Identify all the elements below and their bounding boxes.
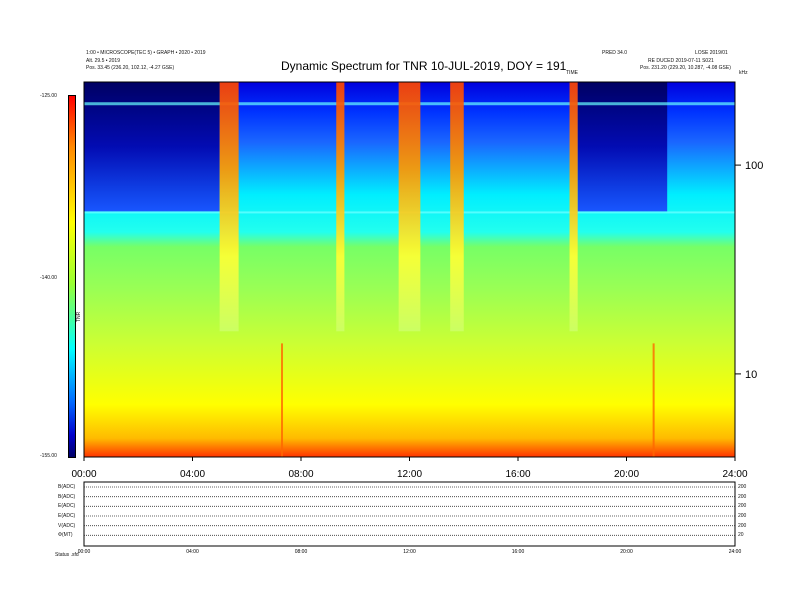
- header-left-line1: 1:00 • MICROSCOPE(TEC 5) • GRAPH • 2020 …: [86, 50, 206, 56]
- marker-top-label: TIME: [566, 70, 578, 76]
- burst-1: [336, 82, 345, 332]
- quiet-interval-0: [84, 82, 220, 212]
- panel-scale-2: 200: [738, 503, 747, 510]
- spike-0: [281, 343, 284, 457]
- colorbar: [68, 95, 76, 458]
- panel-footer: Status .sfd: [55, 552, 79, 558]
- x-tick-label-2: 08:00: [288, 469, 313, 480]
- panel-scale-4: 200: [738, 522, 747, 529]
- burst-2: [398, 82, 421, 332]
- panel-label-3: E(ADC): [58, 513, 76, 519]
- colorbar-tick-top: -125.00: [40, 93, 57, 99]
- panel-scale-3: 200: [738, 513, 747, 519]
- right-axis-unit: kHz: [739, 70, 748, 76]
- burst-0: [219, 82, 239, 332]
- burst-4: [569, 82, 578, 332]
- header-right-line2: RE DUCED 2019-07-11 S021: [648, 58, 714, 64]
- chart-title: Dynamic Spectrum for TNR 10-JUL-2019, DO…: [281, 59, 567, 73]
- panel-time-tick-6: 24:00: [729, 549, 742, 555]
- colorbar-tick-mid: -140.00: [40, 275, 57, 281]
- spike-1: [652, 343, 655, 457]
- y-tick-label-1: 10: [745, 369, 757, 381]
- panel-label-0: B(ADC): [58, 484, 76, 490]
- x-tick-label-4: 16:00: [505, 469, 530, 480]
- x-tick-label-0: 00:00: [71, 469, 96, 480]
- x-tick-label-3: 12:00: [397, 469, 422, 480]
- panel-label-4: V(ADC): [58, 522, 76, 529]
- header-right-line1a: PRED 34.0: [602, 50, 628, 56]
- panel-time-tick-0: 00:00: [78, 549, 91, 555]
- colorbar-tick-bottom: -155.00: [40, 453, 57, 459]
- x-tick-label-5: 20:00: [614, 469, 639, 480]
- panel-time-tick-2: 08:00: [295, 549, 308, 555]
- x-tick-label-1: 04:00: [180, 469, 205, 480]
- panel-scale-5: 20: [738, 532, 744, 539]
- header-right-line1b: LOSE 2019/01: [695, 50, 728, 56]
- panel-scale-0: 200: [738, 484, 747, 490]
- panel-label-5: Φ(MT): [58, 532, 73, 539]
- header-left-line2: Alt. 29.5 • 2019: [86, 58, 120, 64]
- quiet-interval-1: [577, 82, 668, 212]
- panel-time-tick-4: 16:00: [512, 549, 525, 555]
- panel-label-2: E(ADC): [58, 503, 76, 510]
- panel-time-tick-3: 12:00: [403, 549, 416, 555]
- x-tick-label-6: 24:00: [722, 469, 747, 480]
- header-right-line3: Pos. 231.20 (229.20, 10.287, -4.08 GSE): [640, 65, 731, 71]
- panel-frame: [83, 481, 736, 547]
- panel-time-tick-5: 20:00: [620, 549, 633, 555]
- burst-3: [450, 82, 464, 332]
- panel-scale-1: 200: [738, 493, 747, 500]
- panel-label-1: B(ADC): [58, 493, 76, 500]
- panel-time-tick-1: 04:00: [186, 549, 199, 555]
- header-left-line3: Pos. 33.45 (236.20, 102.12, -4.27 GSE): [86, 65, 175, 71]
- y-tick-label-0: 100: [745, 160, 763, 172]
